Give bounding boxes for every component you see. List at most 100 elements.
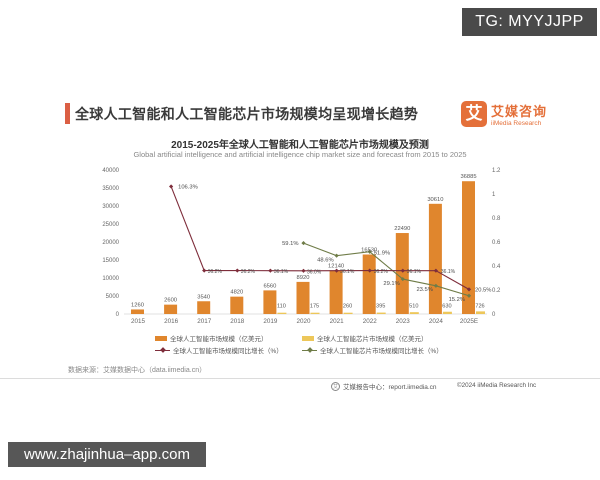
svg-text:2600: 2600 xyxy=(164,298,177,304)
line-series-2 xyxy=(169,184,472,292)
svg-text:36.1%: 36.1% xyxy=(340,269,355,275)
svg-text:2019: 2019 xyxy=(263,318,278,325)
svg-text:0.2: 0.2 xyxy=(492,288,501,294)
svg-text:15000: 15000 xyxy=(102,258,119,264)
footer-divider xyxy=(0,378,600,379)
svg-text:1260: 1260 xyxy=(131,302,144,308)
svg-text:2023: 2023 xyxy=(396,318,411,325)
svg-text:30000: 30000 xyxy=(102,204,119,210)
legend-swatch-ai-bar xyxy=(155,335,167,341)
svg-text:48.6%: 48.6% xyxy=(317,258,333,264)
svg-text:22490: 22490 xyxy=(394,226,410,232)
svg-text:36.2%: 36.2% xyxy=(208,269,223,275)
legend-item-ai-line: 全球人工智能市场规模同比增长（%） xyxy=(155,345,283,355)
legend-item-chip-bar: 全球人工智能芯片市场规模（亿美元） xyxy=(302,333,428,343)
svg-text:2025E: 2025E xyxy=(460,318,478,325)
svg-text:3540: 3540 xyxy=(197,294,210,300)
svg-text:6560: 6560 xyxy=(263,283,276,289)
brand-logo: 艾 艾媒咨询 iiMedia Research xyxy=(461,101,547,127)
svg-text:36.2%: 36.2% xyxy=(374,269,389,275)
svg-text:59.1%: 59.1% xyxy=(282,241,298,247)
telegram-watermark-text: TG: MYYJJPP xyxy=(475,13,584,30)
iimedia-logo-icon: 艾 xyxy=(461,101,487,127)
bar-labels: 1260 2600 3540 4820 6560 8920 12140 16530 22490 3… xyxy=(131,174,485,309)
svg-text:15.2%: 15.2% xyxy=(449,297,465,303)
svg-text:0.6: 0.6 xyxy=(492,240,501,246)
svg-text:175: 175 xyxy=(310,304,319,310)
chart-canvas: 0 5000 10000 15000 20000 25000 30000 35000 40000… xyxy=(102,168,501,325)
legend-label-ai-bar: 全球人工智能市场规模（亿美元） xyxy=(170,336,268,343)
svg-text:1.2: 1.2 xyxy=(492,168,501,174)
svg-text:0: 0 xyxy=(116,312,120,318)
svg-text:30610: 30610 xyxy=(427,197,443,203)
data-source-note: 数据来源：艾媒数据中心（data.iimedia.cn） xyxy=(68,367,207,374)
svg-text:35000: 35000 xyxy=(102,186,119,192)
svg-text:25000: 25000 xyxy=(102,222,119,228)
legend-item-chip-line: 全球人工智能芯片市场规模同比增长（%） xyxy=(302,345,443,355)
legend-swatch-chip-line xyxy=(302,347,317,354)
svg-text:0.4: 0.4 xyxy=(492,264,501,270)
svg-text:2016: 2016 xyxy=(164,318,179,325)
legend-swatch-ai-line xyxy=(155,347,170,354)
svg-text:29.1%: 29.1% xyxy=(383,281,399,287)
svg-text:40000: 40000 xyxy=(102,168,119,174)
svg-text:23.5%: 23.5% xyxy=(416,287,432,293)
svg-text:16530: 16530 xyxy=(361,247,377,253)
axes: 0 5000 10000 15000 20000 25000 30000 35000 40000… xyxy=(102,168,501,325)
svg-text:2015: 2015 xyxy=(131,318,146,325)
svg-text:2024: 2024 xyxy=(429,318,444,325)
bars-series-1 xyxy=(277,311,485,314)
svg-text:20.5%: 20.5% xyxy=(475,287,491,293)
line-series-3 xyxy=(301,240,472,298)
accent-bar xyxy=(65,103,70,124)
legend-label-ai-line: 全球人工智能市场规模同比增长（%） xyxy=(173,348,283,355)
svg-text:2022: 2022 xyxy=(363,318,378,325)
svg-text:2017: 2017 xyxy=(197,318,212,325)
brand-text: 艾媒咨询 iiMedia Research xyxy=(491,101,547,127)
svg-text:726: 726 xyxy=(475,304,484,310)
svg-text:260: 260 xyxy=(343,304,352,310)
svg-text:510: 510 xyxy=(409,304,418,310)
svg-text:12140: 12140 xyxy=(328,263,344,269)
report-center-row: 艾 艾媒报告中心：report.iimedia.cn xyxy=(331,381,437,391)
iimedia-mini-icon: 艾 xyxy=(331,381,340,391)
svg-text:110: 110 xyxy=(277,304,286,310)
svg-text:36885: 36885 xyxy=(460,174,476,180)
svg-text:1: 1 xyxy=(492,192,496,198)
telegram-watermark: TG: MYYJJPP xyxy=(462,8,597,36)
line-labels-2: 106.3% 36.2% 36.2% 36.1% 36.0% 36.1% 36.2% 36.1… xyxy=(178,184,491,293)
page-title: 全球人工智能和人工智能芯片市场规模均呈现增长趋势 xyxy=(75,105,419,122)
chart-title: 2015-2025年全球人工智能和人工智能芯片市场规模及预测 xyxy=(171,140,429,151)
chart-subtitle: Global artificial intelligence and artif… xyxy=(133,150,467,159)
svg-text:4820: 4820 xyxy=(230,290,243,296)
svg-text:5000: 5000 xyxy=(106,294,120,300)
svg-text:36.1%: 36.1% xyxy=(407,269,422,275)
svg-text:0.8: 0.8 xyxy=(492,216,501,222)
svg-text:36.1%: 36.1% xyxy=(441,269,456,275)
svg-text:51.9%: 51.9% xyxy=(374,251,390,257)
svg-text:630: 630 xyxy=(442,304,451,310)
copyright-text: ©2024 iiMedia Research Inc xyxy=(457,382,537,389)
legend-label-chip-line: 全球人工智能芯片市场规模同比增长（%） xyxy=(320,348,443,355)
svg-text:36.2%: 36.2% xyxy=(241,269,256,275)
report-center-text: 艾媒报告中心：report.iimedia.cn xyxy=(343,384,437,391)
svg-text:2021: 2021 xyxy=(330,318,345,325)
svg-text:0: 0 xyxy=(492,312,496,318)
svg-text:10000: 10000 xyxy=(102,276,119,282)
slide-header: 全球人工智能和人工智能芯片市场规模均呈现增长趋势 xyxy=(65,103,418,124)
svg-text:20000: 20000 xyxy=(102,240,119,246)
svg-text:8920: 8920 xyxy=(297,275,310,281)
legend-label-chip-bar: 全球人工智能芯片市场规模（亿美元） xyxy=(317,336,428,343)
svg-text:36.0%: 36.0% xyxy=(307,269,322,275)
svg-text:2020: 2020 xyxy=(296,318,311,325)
svg-text:106.3%: 106.3% xyxy=(178,184,198,190)
website-watermark: www.zhajinhua–app.com xyxy=(8,442,206,467)
svg-text:2018: 2018 xyxy=(230,318,245,325)
svg-text:395: 395 xyxy=(376,304,385,310)
brand-name-en: iiMedia Research xyxy=(491,120,542,127)
legend-item-ai-bar: 全球人工智能市场规模（亿美元） xyxy=(155,333,268,343)
legend-swatch-chip-bar xyxy=(302,335,314,341)
bars-series-0 xyxy=(131,181,475,314)
svg-text:36.1%: 36.1% xyxy=(274,269,289,275)
